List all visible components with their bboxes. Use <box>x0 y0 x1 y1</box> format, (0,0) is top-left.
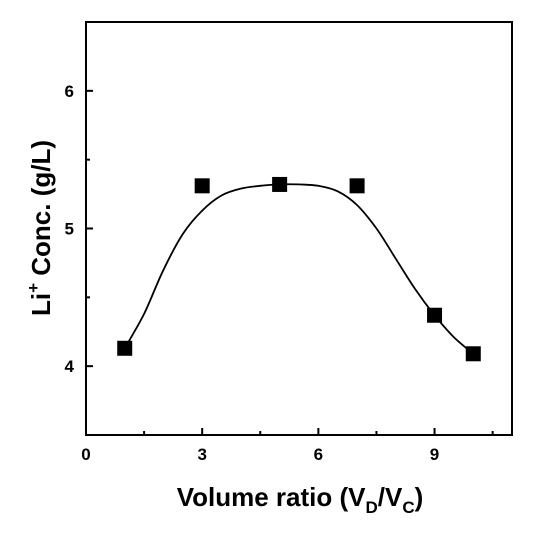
x-axis-title: Volume ratio (VD/VC) <box>177 482 424 517</box>
x-axis-title-main: Volume ratio (V <box>177 482 366 512</box>
x-tick-label: 0 <box>81 445 90 464</box>
x-axis-title-end: ) <box>415 482 424 512</box>
fit-curve <box>123 183 474 355</box>
x-tick-label: 9 <box>430 445 439 464</box>
data-point <box>349 178 365 194</box>
x-axis-title-mid: /V <box>378 482 403 512</box>
y-axis: 4 5 6 <box>65 21 93 436</box>
y-axis-title: Li+ Conc. (g/L) <box>24 140 56 316</box>
data-point <box>117 340 133 356</box>
plot-frame <box>85 21 513 436</box>
data-point <box>465 346 481 362</box>
y-tick-label: 5 <box>65 220 74 239</box>
y-axis-title-sup: + <box>24 283 43 293</box>
y-tick-label: 4 <box>65 357 75 376</box>
data-point <box>194 178 210 194</box>
x-axis-title-sub-c: C <box>402 498 414 517</box>
x-axis: 0 3 6 9 <box>81 428 494 464</box>
y-axis-title-rest: Conc. (g/L) <box>26 140 56 283</box>
y-tick-label: 6 <box>65 82 74 101</box>
x-tick-label: 6 <box>314 445 323 464</box>
x-axis-title-sub-d: D <box>365 498 377 517</box>
x-tick-label: 3 <box>197 445 206 464</box>
y-axis-title-main: Li <box>26 293 56 316</box>
data-point <box>272 176 288 192</box>
data-point <box>427 307 443 323</box>
data-points <box>117 176 481 362</box>
